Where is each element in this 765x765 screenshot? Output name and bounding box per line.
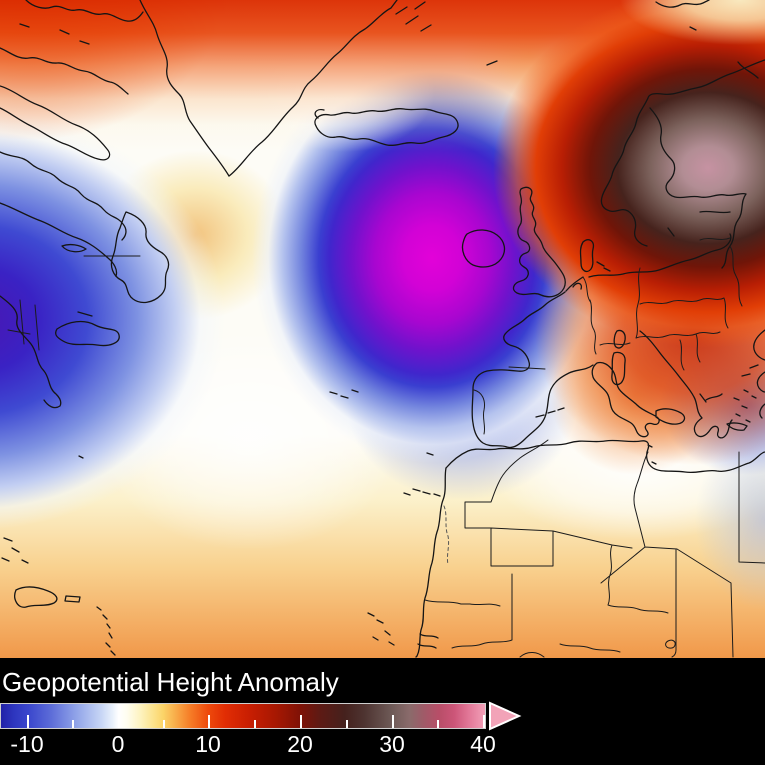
colorbar-tick-label: -10 bbox=[10, 731, 44, 757]
borders-north-america bbox=[7, 255, 141, 351]
coastline-greenland-east bbox=[228, 0, 432, 177]
coastline-arctic-islands bbox=[0, 0, 144, 95]
coastline-denmark-baltic bbox=[565, 233, 732, 292]
borders-europe bbox=[473, 237, 743, 435]
colorbar-tick-label: 20 bbox=[287, 731, 313, 757]
coastline-new-england bbox=[0, 295, 62, 409]
coastline-baffin-island bbox=[0, 85, 111, 161]
coastline-north-africa bbox=[445, 439, 765, 474]
colorbar-overflow-arrow-icon bbox=[489, 701, 522, 731]
coastline-nova-scotia bbox=[55, 311, 120, 347]
colorbar-tick-label: 0 bbox=[111, 731, 125, 757]
coastline-iceland bbox=[314, 107, 459, 147]
coastline-atlantic-europe bbox=[471, 291, 594, 449]
coastline-italy bbox=[535, 329, 686, 438]
colorbar-tick-label: 30 bbox=[379, 731, 405, 757]
arrow-triangle bbox=[489, 701, 522, 731]
colorbar bbox=[0, 703, 486, 729]
border-western-sahara-dashed bbox=[443, 505, 450, 565]
legend-panel: Geopotential Height Anomaly -10 0 10 20 30 40 bbox=[0, 658, 765, 765]
coastline-greenland-west bbox=[139, 0, 230, 177]
colorbar-major-tick bbox=[118, 715, 120, 728]
coastline-ireland bbox=[461, 229, 506, 268]
colorbar-tick-label: 10 bbox=[195, 731, 221, 757]
coastlines-overlay bbox=[0, 0, 765, 658]
colorbar-minor-tick bbox=[254, 720, 256, 728]
coastline-balkans-greece bbox=[639, 330, 757, 439]
legend-title: Geopotential Height Anomaly bbox=[2, 667, 339, 697]
colorbar-minor-tick bbox=[163, 720, 165, 728]
coastline-jan-mayen-svalbard bbox=[486, 0, 710, 66]
colorbar-major-tick bbox=[27, 715, 29, 728]
colorbar-minor-tick bbox=[437, 720, 439, 728]
coastline-turkey-blacksea bbox=[741, 329, 765, 419]
coastline-atlantic-islands bbox=[78, 389, 441, 646]
colorbar-minor-tick bbox=[346, 720, 348, 728]
coastline-caribbean bbox=[1, 537, 116, 656]
coastline-quebec-gulf bbox=[0, 202, 118, 277]
colorbar-major-tick bbox=[208, 715, 210, 728]
coastline-labrador bbox=[0, 151, 127, 241]
colorbar-tick-label: 40 bbox=[470, 731, 496, 757]
colorbar-minor-tick bbox=[72, 720, 74, 728]
coastline-scandinavia bbox=[600, 59, 765, 269]
colorbar-major-tick bbox=[392, 715, 394, 728]
coastline-britain bbox=[512, 186, 566, 298]
map-panel bbox=[0, 0, 765, 658]
borders-africa bbox=[424, 439, 765, 658]
colorbar-major-tick bbox=[300, 715, 302, 728]
colorbar-major-tick bbox=[483, 715, 485, 728]
coastline-west-africa bbox=[415, 467, 447, 658]
coastline-newfoundland bbox=[110, 211, 170, 304]
